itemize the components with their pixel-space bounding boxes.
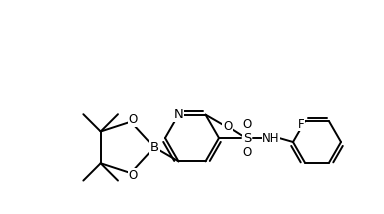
Text: O: O xyxy=(223,120,232,133)
Text: O: O xyxy=(128,113,137,126)
Text: F: F xyxy=(298,118,304,131)
Text: NH: NH xyxy=(262,131,280,144)
Text: O: O xyxy=(128,169,137,181)
Text: B: B xyxy=(150,141,159,154)
Text: O: O xyxy=(242,117,252,131)
Text: S: S xyxy=(243,131,251,144)
Text: O: O xyxy=(242,146,252,159)
Text: N: N xyxy=(174,108,184,121)
